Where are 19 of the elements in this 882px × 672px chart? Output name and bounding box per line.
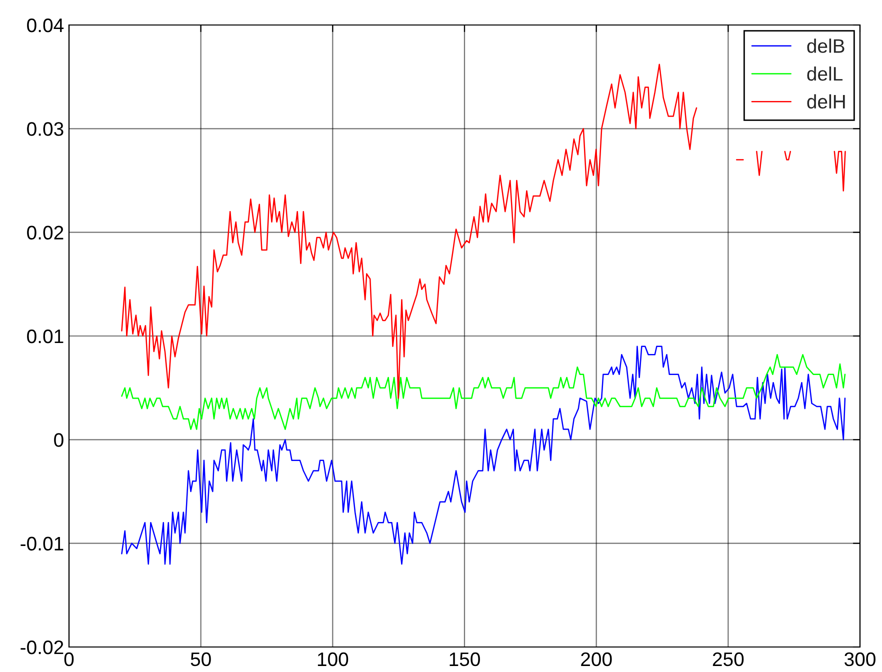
x-tick-label: 150 [450,652,480,666]
x-tick-label: 300 [844,652,876,666]
line-series [121,346,846,565]
y-tick-label: 0 [54,433,64,447]
x-tick-label: 250 [712,652,744,666]
y-tick-label: 0.03 [27,122,64,136]
line-series [121,354,846,430]
y-tick-label: 0.04 [27,18,64,32]
x-tick-label: 0 [64,652,74,666]
x-tick-label: 100 [318,652,348,666]
x-tick-label: 50 [190,652,211,666]
legend-label: delL [807,66,843,81]
legend-label: delB [807,38,844,53]
y-tick-label: 0.01 [27,329,64,344]
legend-label: delH [807,94,845,109]
y-tick-label: -0.01 [20,536,64,551]
y-tick-label: -0.02 [20,640,64,654]
y-tick-label: 0.02 [27,226,64,240]
x-tick-label: 200 [581,652,612,666]
